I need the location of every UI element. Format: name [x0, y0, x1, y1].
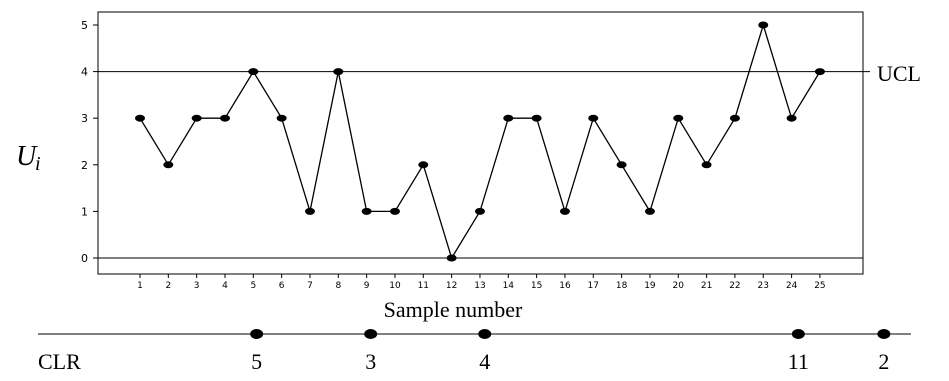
y-tick-label: 0: [81, 252, 88, 265]
data-point: [814, 68, 825, 76]
data-point: [786, 114, 797, 122]
clr-marker: [478, 329, 492, 339]
x-tick-label: 15: [531, 281, 542, 291]
clr-value: 11: [788, 349, 809, 374]
x-tick-label: 5: [250, 281, 256, 291]
x-tick-label: 11: [418, 281, 429, 291]
y-axis-label: U: [16, 141, 38, 172]
clr-value: 2: [878, 349, 889, 374]
data-point: [758, 21, 769, 29]
y-tick-label: 3: [81, 112, 88, 125]
data-point: [276, 114, 287, 122]
x-tick-label: 7: [307, 281, 313, 291]
x-axis-label: Sample number: [384, 297, 523, 322]
clr-value: 3: [365, 349, 376, 374]
x-tick-label: 9: [364, 281, 370, 291]
clr-marker: [364, 329, 378, 339]
data-point: [191, 114, 202, 122]
x-tick-label: 6: [279, 281, 285, 291]
x-tick-label: 22: [729, 281, 740, 291]
data-point: [361, 207, 372, 215]
data-point: [135, 114, 145, 122]
series-line: [139, 22, 821, 260]
data-point: [219, 114, 230, 122]
x-tick-label: 24: [786, 281, 798, 291]
y-axis-label-subscript: i: [35, 153, 41, 175]
x-tick-label: 25: [814, 281, 825, 291]
clr-value: 5: [251, 349, 262, 374]
x-tick-label: 4: [222, 281, 228, 291]
x-tick-label: 14: [503, 281, 515, 291]
data-point: [616, 161, 627, 169]
y-tick-label: 2: [81, 159, 88, 172]
x-axis: 1 2 3 4 5 6 7 8 9 10 11 12 13 14 15 16 17 18 19 20 21 22 23 24 2…: [137, 274, 826, 291]
x-tick-label: 17: [588, 281, 599, 291]
x-tick-label: 12: [446, 281, 457, 291]
reference-lines: [98, 71, 870, 259]
clr-axis: 5 3 4 11 2: [38, 329, 911, 374]
x-tick-label: 23: [758, 281, 769, 291]
data-point: [673, 114, 684, 122]
ucl-label: UCL: [877, 61, 921, 86]
x-tick-label: 21: [701, 281, 712, 291]
clr-marker: [250, 329, 264, 339]
plot-frame: [97, 11, 864, 275]
data-point: [389, 207, 400, 215]
y-axis: 0 1 2 3 4 5: [81, 19, 98, 265]
x-tick-label: 1: [137, 281, 143, 291]
clr-label: CLR: [38, 349, 81, 374]
data-point: [333, 68, 344, 76]
data-point: [474, 207, 485, 215]
x-tick-label: 20: [673, 281, 685, 291]
y-tick-label: 5: [81, 19, 88, 32]
x-tick-label: 13: [474, 281, 485, 291]
data-point: [248, 68, 259, 76]
data-point: [559, 207, 570, 215]
clr-marker: [877, 329, 891, 339]
data-point: [644, 207, 655, 215]
data-point: [418, 161, 429, 169]
series-group: [135, 21, 825, 262]
data-point: [729, 114, 740, 122]
x-tick-label: 3: [194, 281, 200, 291]
clr-value: 4: [479, 349, 490, 374]
data-point: [163, 161, 174, 169]
x-tick-label: 19: [644, 281, 656, 291]
y-tick-label: 4: [81, 66, 88, 79]
clr-marker: [791, 329, 805, 339]
x-tick-label: 2: [165, 281, 171, 291]
data-point: [588, 114, 599, 122]
x-tick-label: 8: [335, 281, 341, 291]
x-tick-label: 10: [389, 281, 401, 291]
data-point: [446, 254, 457, 262]
y-tick-label: 1: [81, 205, 88, 218]
x-tick-label: 16: [559, 281, 571, 291]
data-point: [531, 114, 542, 122]
x-tick-label: 18: [616, 281, 628, 291]
data-point: [503, 114, 514, 122]
data-point: [701, 161, 712, 169]
data-point: [304, 207, 315, 215]
